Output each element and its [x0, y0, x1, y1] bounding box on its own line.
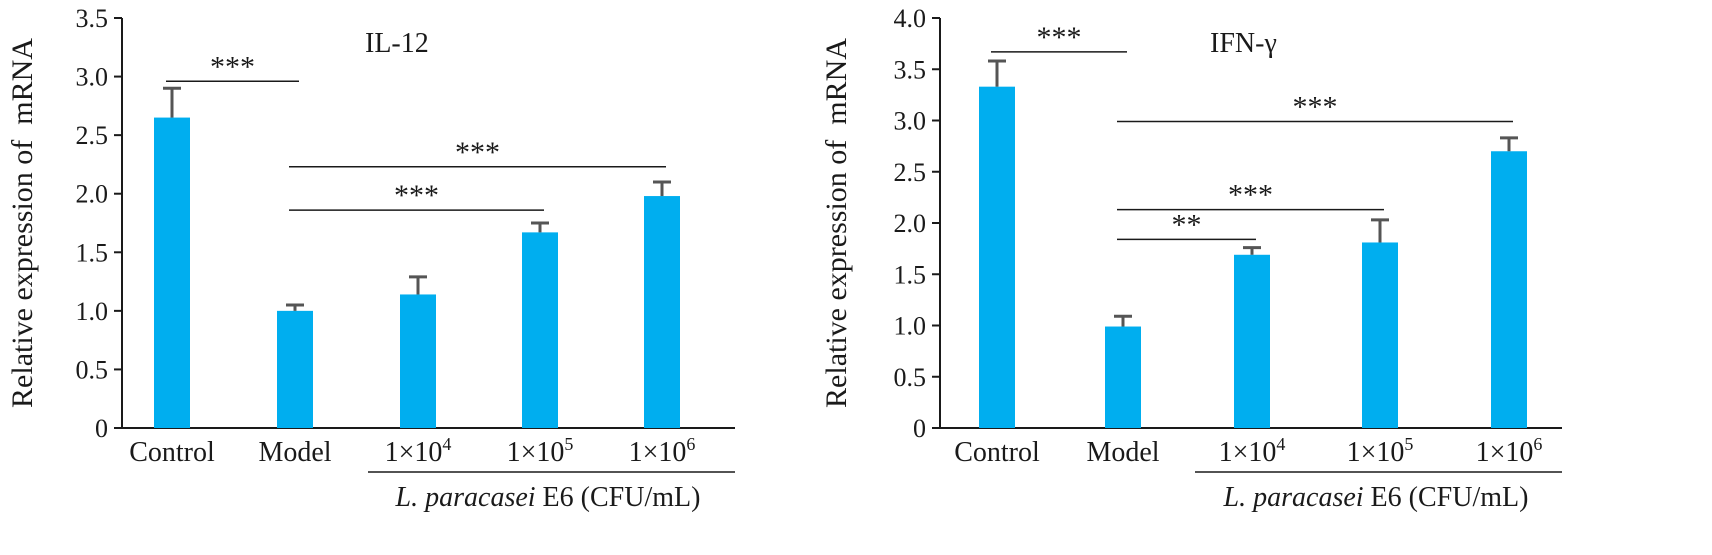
bar	[522, 232, 558, 428]
bar	[1362, 242, 1398, 428]
significance-marker: **	[1172, 208, 1202, 241]
significance-marker: ***	[394, 179, 439, 212]
x-category-label: 1×106	[629, 434, 696, 468]
y-tick-label: 0.5	[894, 363, 927, 392]
x-category-label: 1×104	[385, 434, 452, 468]
y-tick-label: 2.5	[894, 158, 927, 187]
x-category-label: Model	[1086, 437, 1159, 468]
y-axis-title: Relative expression of mRNA	[820, 38, 853, 408]
y-tick-label: 4.0	[894, 4, 927, 33]
x-category-superscript: 6	[1533, 434, 1542, 454]
group-label-unit: E6 (CFU/mL)	[536, 482, 701, 513]
bar	[400, 294, 436, 428]
x-category-label: 1×105	[507, 434, 574, 468]
x-category-text: 1×10	[1347, 437, 1405, 468]
group-label-species: L. paracasei	[395, 482, 536, 513]
y-tick-label: 2.0	[76, 180, 109, 209]
y-tick-label: 2.0	[894, 209, 927, 238]
significance-marker: ***	[1293, 91, 1338, 124]
x-category-label: Control	[129, 437, 215, 468]
x-category-text: Control	[129, 437, 215, 468]
y-tick-label: 1.5	[894, 260, 927, 289]
y-tick-label: 1.0	[76, 297, 109, 326]
y-axis-title: Relative expression of mRNA	[6, 38, 39, 408]
x-category-label: 1×106	[1476, 434, 1543, 468]
significance-marker: ***	[455, 136, 500, 169]
x-category-label: Model	[258, 437, 331, 468]
x-category-superscript: 5	[564, 434, 573, 454]
x-category-text: 1×10	[1219, 437, 1277, 468]
x-category-superscript: 4	[442, 434, 451, 454]
x-category-text: 1×10	[385, 437, 443, 468]
x-category-text: Control	[954, 437, 1040, 468]
y-tick-label: 1.5	[76, 238, 109, 267]
y-tick-label: 1.0	[894, 312, 927, 341]
x-category-text: 1×10	[1476, 437, 1534, 468]
x-category-text: Model	[1086, 437, 1159, 468]
panel-title: IFN-γ	[1210, 28, 1277, 59]
x-category-text: 1×10	[507, 437, 565, 468]
x-category-label: 1×104	[1219, 434, 1286, 468]
group-label: L. paracasei E6 (CFU/mL)	[1223, 482, 1529, 513]
y-tick-label: 2.5	[76, 121, 109, 150]
y-tick-label: 3.0	[894, 107, 927, 136]
x-category-label: Control	[954, 437, 1040, 468]
bar	[1105, 326, 1141, 428]
significance-marker: ***	[1228, 179, 1273, 212]
x-category-superscript: 5	[1404, 434, 1413, 454]
significance-marker: ***	[210, 50, 255, 83]
chart-panel-2: 0 0.5 1.0 1.5 2.0 2.5 3.0 3.5 4.0 Relative expres…	[820, 4, 1562, 513]
x-category-label: 1×105	[1347, 434, 1414, 468]
bar	[154, 117, 190, 429]
group-label: L. paracasei E6 (CFU/mL)	[395, 482, 701, 513]
bar	[644, 196, 680, 428]
x-category-superscript: 4	[1276, 434, 1285, 454]
group-label-unit: E6 (CFU/mL)	[1364, 482, 1529, 513]
y-tick-label: 3.5	[76, 4, 109, 33]
chart-panel-1: 0 0.5 1.0 1.5 2.0 2.5 3.0 3.5 Relative expressio…	[6, 4, 735, 513]
bar	[1491, 151, 1527, 428]
y-tick-label: 0	[913, 414, 926, 443]
bar	[1234, 254, 1270, 428]
x-category-text: 1×10	[629, 437, 687, 468]
bar	[277, 310, 313, 428]
bar	[979, 86, 1015, 429]
x-category-text: Model	[258, 437, 331, 468]
panel-title: IL-12	[365, 28, 429, 59]
y-tick-label: 3.5	[894, 55, 927, 84]
x-category-superscript: 6	[686, 434, 695, 454]
y-tick-label: 3.0	[76, 63, 109, 92]
y-tick-label: 0.5	[76, 355, 109, 384]
group-label-species: L. paracasei	[1223, 482, 1364, 513]
significance-marker: ***	[1037, 21, 1082, 54]
y-tick-label: 0	[95, 414, 108, 443]
